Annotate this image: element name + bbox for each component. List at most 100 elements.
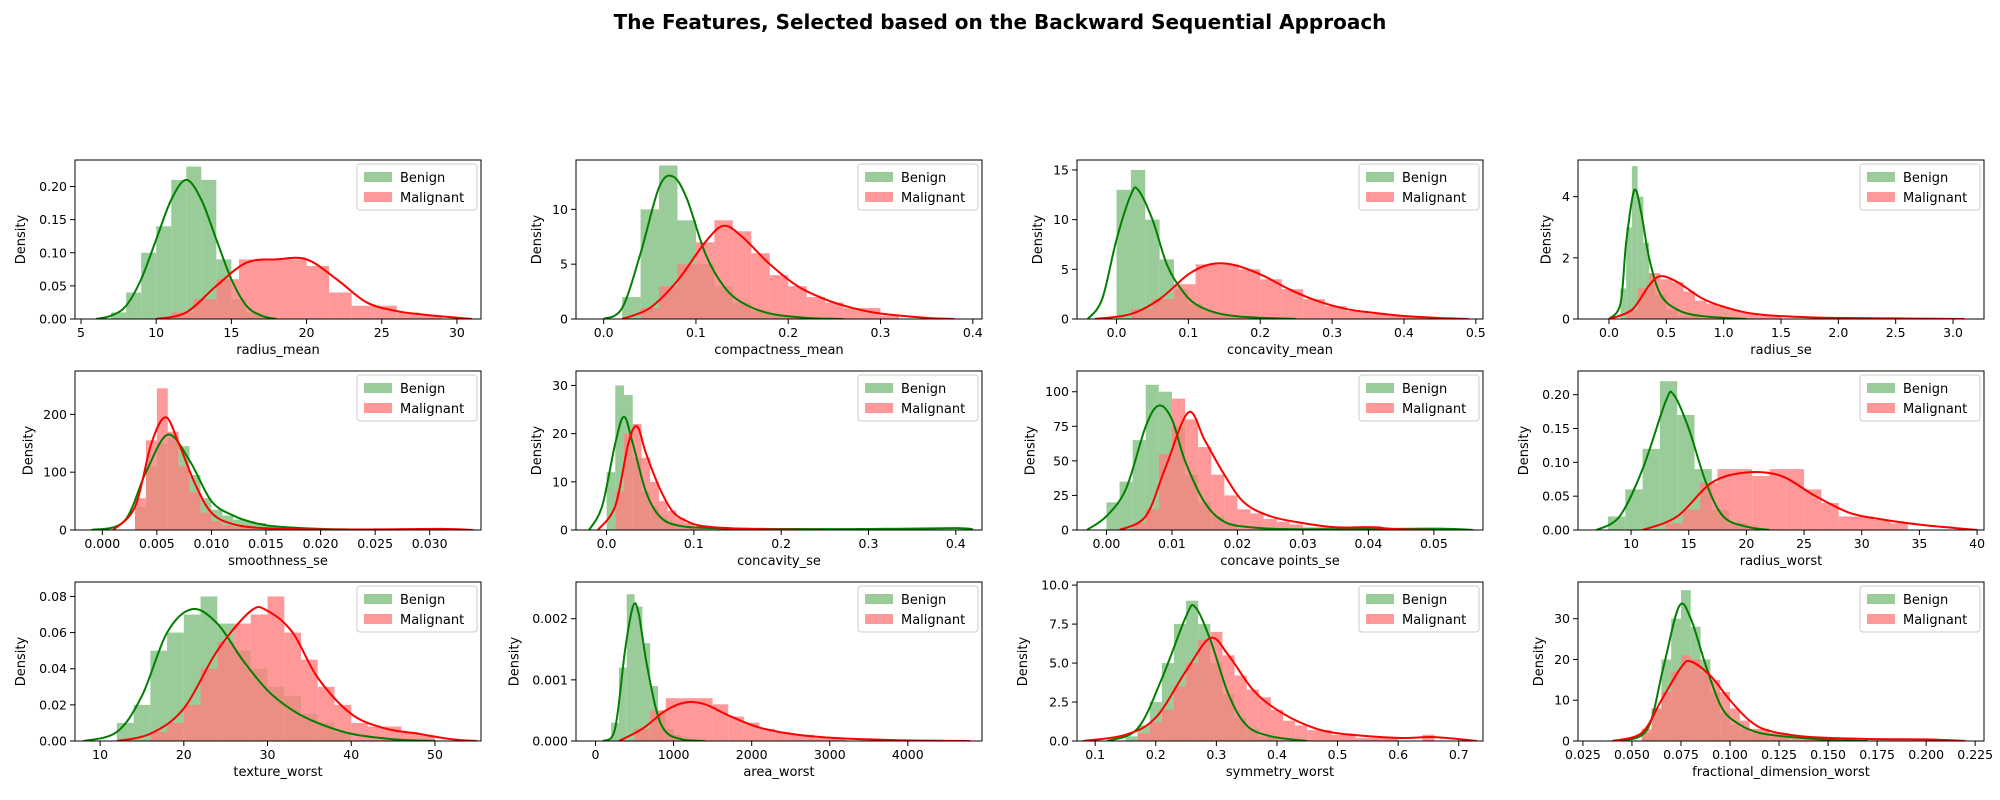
histogram-bar-benign (1132, 440, 1146, 530)
x-tick-label: 0.2 (771, 536, 791, 551)
histogram-bar-malignant (1665, 523, 1683, 530)
y-tick-label: 4 (1562, 189, 1570, 204)
histogram-bar-malignant (1700, 482, 1718, 530)
histogram-bar-malignant (732, 231, 752, 319)
histogram-bar-malignant (624, 433, 633, 530)
histogram-bar-malignant (178, 466, 190, 530)
histogram-bar-malignant (1331, 734, 1356, 741)
histogram-bar-malignant (1651, 708, 1662, 741)
x-axis-label: concave points_se (1220, 554, 1339, 569)
histogram-bar-malignant (150, 731, 168, 741)
histogram-bar-malignant (1690, 659, 1701, 741)
histogram-bar-malignant (1890, 523, 1908, 530)
histogram-bar-malignant (267, 596, 285, 741)
legend-label-benign: Benign (400, 171, 445, 186)
histogram-bar-malignant (284, 632, 302, 741)
plot-area (1595, 381, 1978, 530)
kde-line-benign (1086, 186, 1297, 319)
legend-swatch-malignant (1867, 403, 1895, 413)
histogram-bar-benign (1677, 414, 1695, 530)
histogram-bar-malignant (1132, 523, 1146, 530)
legend-label-benign: Benign (1402, 382, 1447, 397)
kde-line-malignant (621, 224, 955, 319)
legend-swatch-benign (1867, 172, 1895, 182)
x-axis-label: fractional_dimension_worst (1692, 765, 1870, 780)
histogram-bar-malignant (1174, 284, 1196, 319)
histogram-bar-malignant (1706, 303, 1718, 319)
legend-swatch-benign (1867, 383, 1895, 393)
x-tick-label: 0.4 (963, 325, 983, 340)
legend: Benign Malignant (356, 374, 478, 422)
axes-frame (74, 370, 482, 531)
histogram-bar-malignant (1270, 709, 1284, 741)
histogram-bar-malignant (216, 279, 239, 319)
histogram-bar-malignant (396, 312, 420, 319)
subplot-fractional_dimension_worst: 0.025 0.050 0.075 0.100 0.125 0.150 0.175 0.200… (1532, 581, 1993, 780)
histogram-bar-malignant (250, 614, 268, 741)
histogram-bar-malignant (419, 315, 442, 319)
histogram-bar-malignant (862, 308, 881, 319)
y-axis-label: Density (1532, 636, 1547, 686)
axes-frame (575, 370, 983, 531)
histogram-bar-benign (186, 166, 202, 319)
histogram-bar-benign (1659, 381, 1678, 530)
x-tick-label: 25 (1796, 536, 1812, 551)
y-tick-label: 0.08 (39, 589, 67, 604)
histogram-bar-malignant (193, 299, 217, 319)
subplot-radius_worst: 10 15 20 25 30 35 40 0.00 0.05 0.10 0.15 0.20 radius… (1517, 370, 1985, 569)
histogram-bar-malignant (1626, 309, 1638, 319)
x-tick-label: 0.030 (412, 536, 448, 551)
x-tick-label: 30 (1854, 536, 1870, 551)
x-tick-label: 1.5 (1771, 325, 1791, 340)
x-axis-label: concavity_mean (1227, 343, 1333, 358)
x-tick-label: 0.100 (1712, 747, 1748, 762)
x-tick-label: 0.5 (1656, 325, 1676, 340)
histogram-bar-malignant (1307, 730, 1332, 741)
kde-line-malignant (155, 256, 473, 319)
histogram-bar-benign (126, 292, 142, 319)
histogram-bar-malignant (1283, 720, 1296, 741)
histogram-bar-malignant (1717, 306, 1730, 319)
histogram-bar-malignant (1260, 279, 1282, 319)
legend-label-malignant: Malignant (1402, 402, 1466, 417)
x-tick-label: 0.3 (859, 536, 879, 551)
subplot-area_worst: 0 1000 2000 3000 4000 0.000 0.001 0.002 area_wor… (508, 581, 983, 780)
axes-frame (575, 159, 983, 320)
legend: Benign Malignant (1358, 585, 1480, 633)
histogram-bar-malignant (1276, 521, 1290, 530)
histogram-bar-malignant (217, 641, 235, 741)
histogram-bar-malignant (1303, 299, 1325, 319)
x-tick-label: 25 (374, 325, 390, 340)
histogram-bar-malignant (1234, 675, 1247, 741)
kde-line-benign (1595, 390, 1770, 530)
x-tick-label: 0.1 (1178, 325, 1198, 340)
legend-label-benign: Benign (1402, 593, 1447, 608)
legend: Benign Malignant (356, 585, 478, 633)
axes-frame (575, 581, 983, 742)
x-tick-label: 2.5 (1886, 325, 1906, 340)
histogram-bar-malignant (1346, 311, 1369, 319)
kde-line-benign (1621, 602, 1868, 741)
legend: Benign Malignant (1859, 374, 1981, 422)
histogram-bar-malignant (1186, 663, 1199, 741)
kde-line-malignant (1094, 262, 1469, 319)
y-tick-label: 10 (1554, 693, 1570, 708)
y-axis-label: Density (1517, 425, 1532, 475)
histogram-bar-malignant (880, 315, 899, 319)
histogram-bar-benign (1607, 516, 1626, 530)
histogram-bar-benign (171, 179, 187, 319)
legend-swatch-benign (1366, 172, 1394, 182)
histogram-bar-malignant (1149, 722, 1162, 741)
histogram-bar-malignant (1683, 291, 1695, 319)
histogram-bar-malignant (1238, 269, 1261, 319)
histogram-bar-malignant (1637, 288, 1650, 319)
x-tick-label: 0.6 (1388, 747, 1408, 762)
histogram-bar-malignant (1389, 316, 1426, 319)
legend-swatch-malignant (364, 614, 392, 624)
kde-line-malignant (1612, 659, 1966, 741)
histogram-bar-malignant (1217, 264, 1239, 319)
histogram-bar-benign (111, 312, 127, 319)
histogram-bar-malignant (1198, 639, 1211, 741)
kde-line-benign (95, 178, 277, 319)
